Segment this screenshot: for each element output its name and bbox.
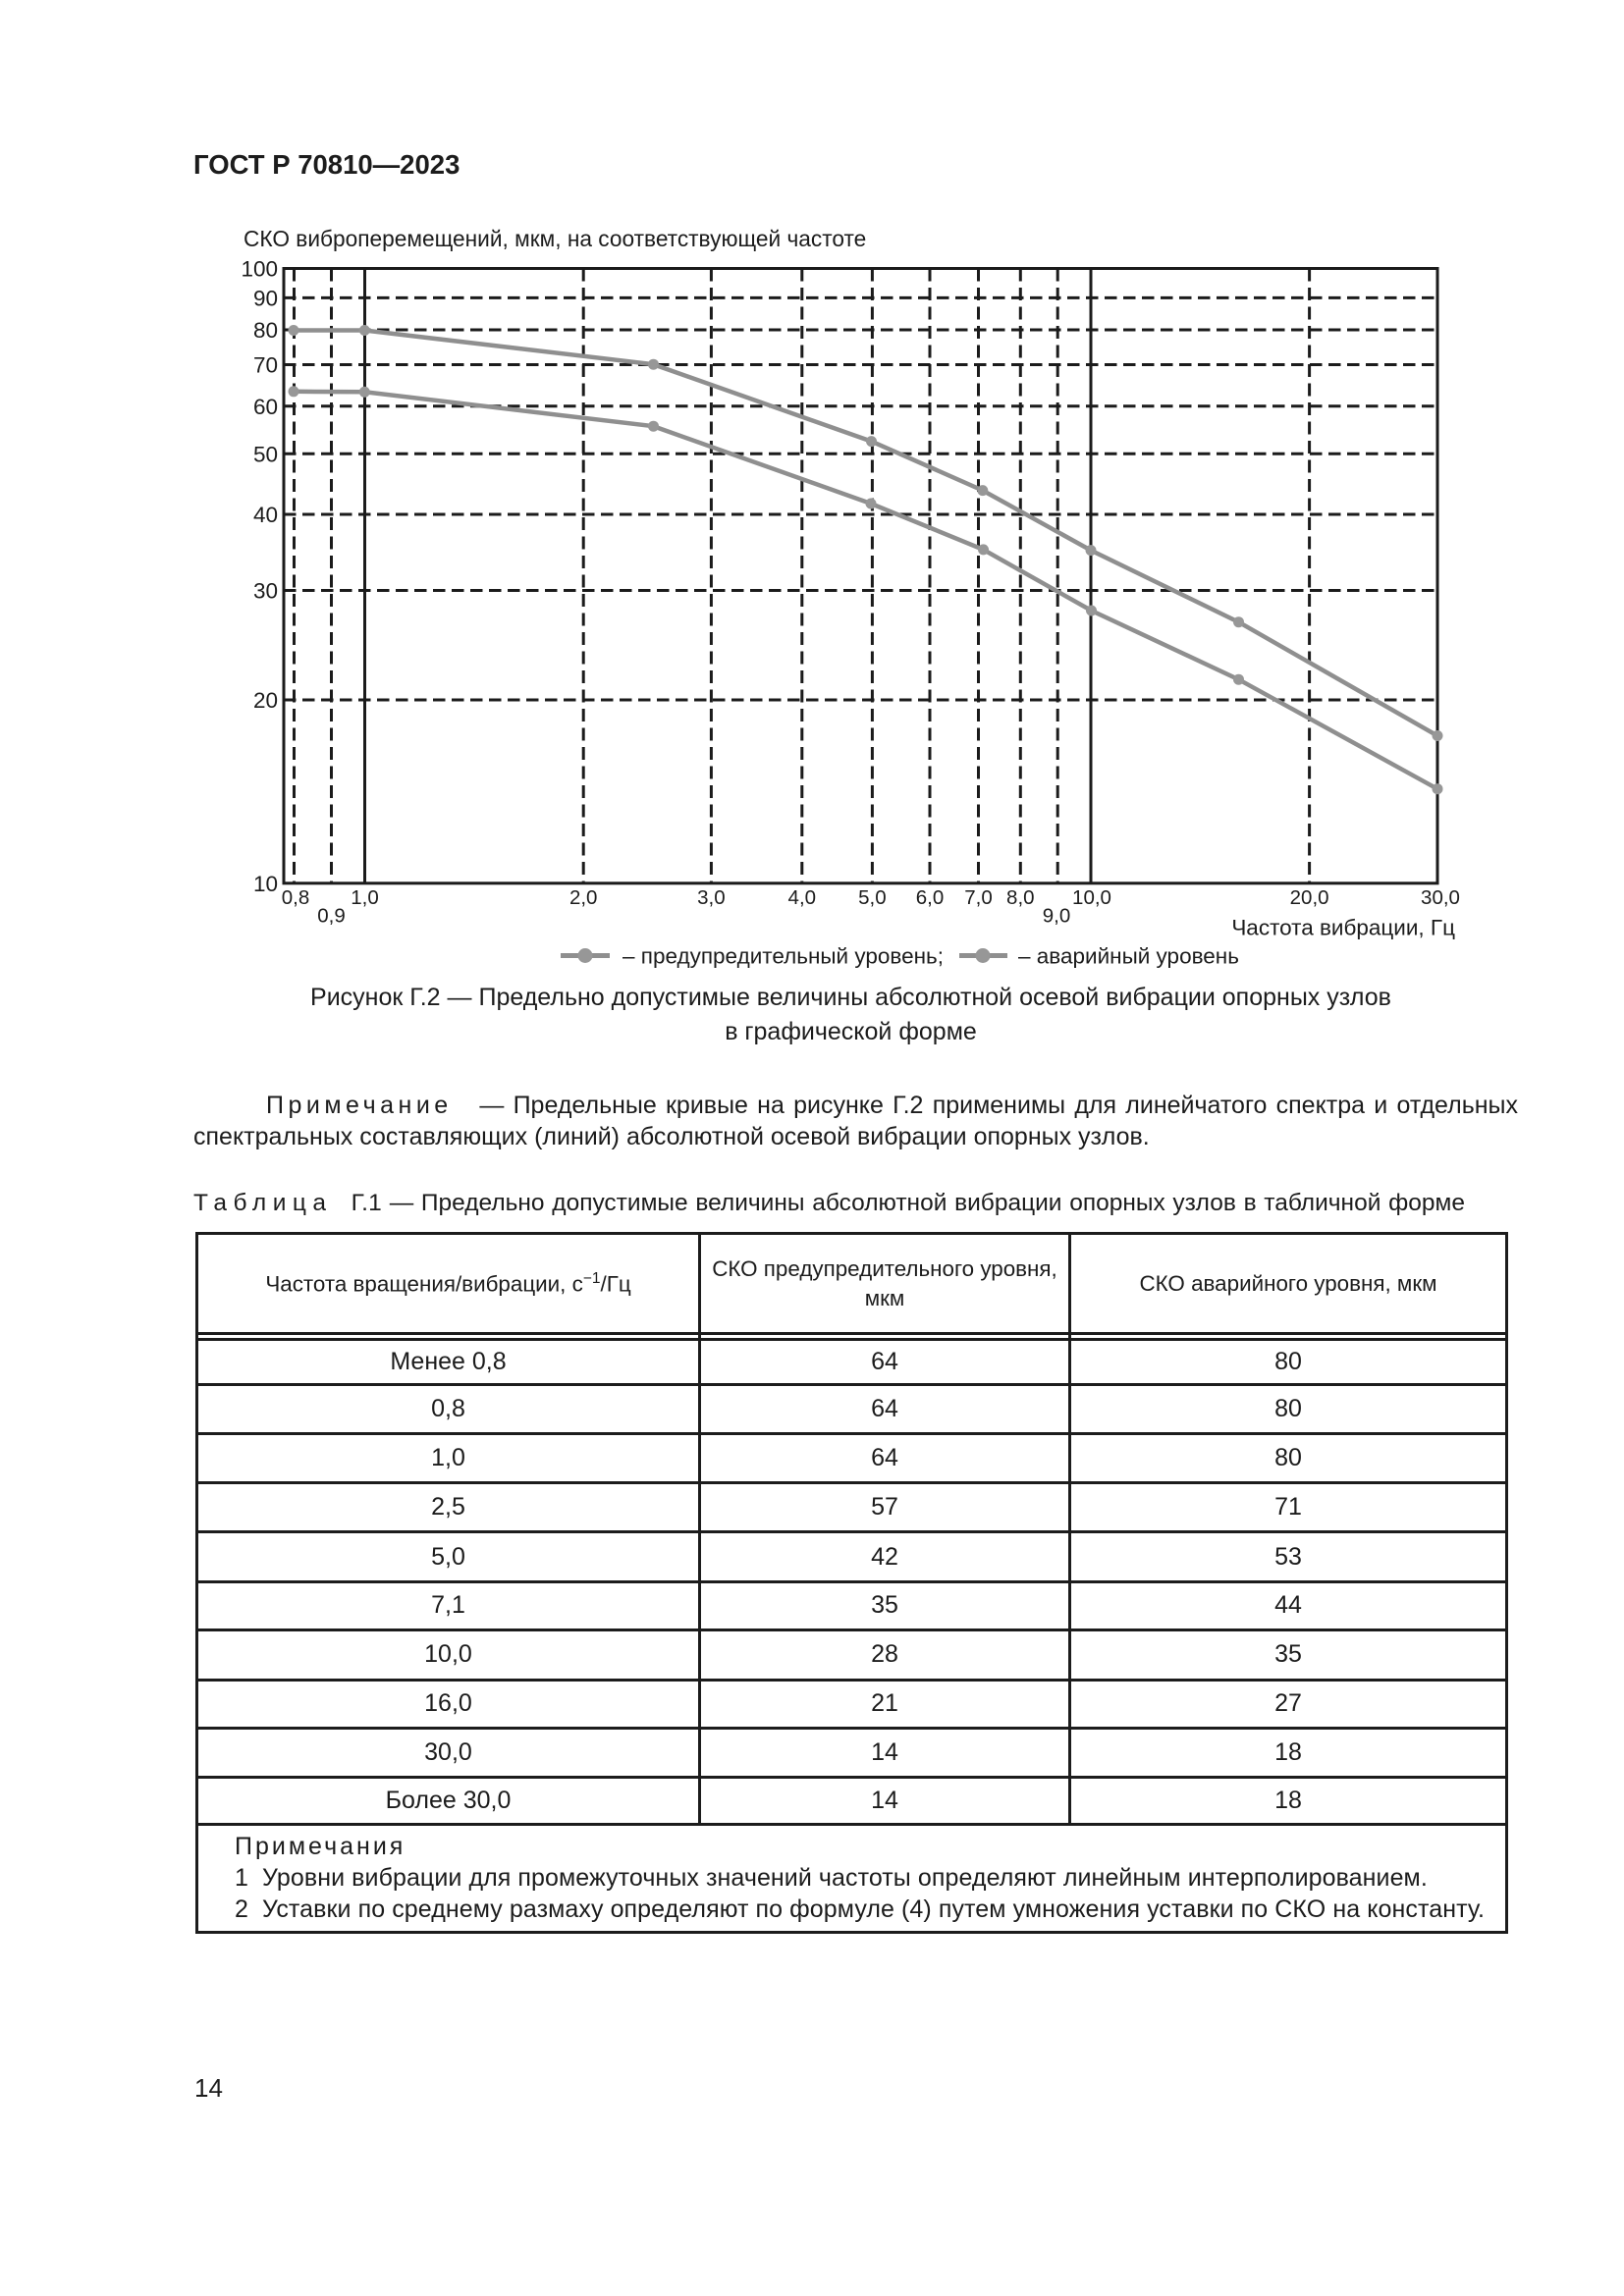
svg-text:3,0: 3,0 — [697, 886, 726, 909]
svg-text:0,8: 0,8 — [282, 886, 310, 909]
svg-text:20,0: 20,0 — [1290, 886, 1329, 909]
svg-text:– аварийный уровень: – аварийный уровень — [1018, 944, 1239, 969]
svg-text:70: 70 — [253, 353, 278, 378]
svg-text:6,0: 6,0 — [916, 886, 945, 909]
svg-text:10: 10 — [253, 872, 278, 896]
svg-text:10,0: 10,0 — [1072, 886, 1111, 909]
svg-text:20: 20 — [253, 688, 278, 713]
svg-text:30: 30 — [253, 579, 278, 604]
svg-text:8,0: 8,0 — [1006, 886, 1035, 909]
svg-text:5,0: 5,0 — [858, 886, 887, 909]
svg-text:90: 90 — [253, 286, 278, 310]
svg-text:30,0: 30,0 — [1421, 886, 1460, 909]
svg-text:60: 60 — [253, 395, 278, 419]
svg-text:40: 40 — [253, 503, 278, 527]
svg-text:4,0: 4,0 — [788, 886, 817, 909]
svg-text:0,9: 0,9 — [317, 905, 346, 928]
svg-text:СКО виброперемещений, мкм, на: СКО виброперемещений, мкм, на соответств… — [244, 226, 866, 251]
svg-text:7,0: 7,0 — [964, 886, 993, 909]
svg-text:80: 80 — [253, 318, 278, 343]
svg-text:2,0: 2,0 — [569, 886, 598, 909]
svg-text:– предупредительный уровень;: – предупредительный уровень; — [623, 944, 944, 969]
svg-text:Частота вибрации, Гц: Частота вибрации, Гц — [1231, 916, 1455, 940]
svg-text:100: 100 — [241, 257, 278, 282]
svg-text:9,0: 9,0 — [1043, 905, 1071, 928]
svg-text:1,0: 1,0 — [351, 886, 379, 909]
svg-text:50: 50 — [253, 442, 278, 466]
